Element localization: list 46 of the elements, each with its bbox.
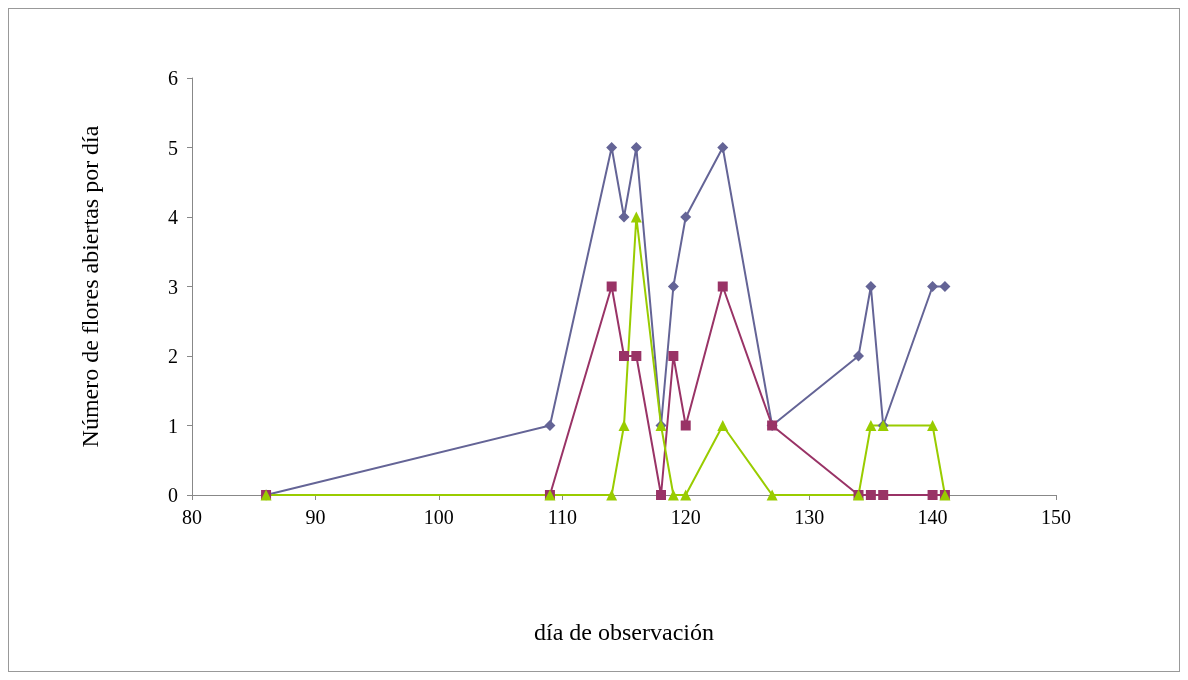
point: [927, 490, 938, 500]
point: [667, 489, 679, 501]
point: [853, 350, 865, 362]
point: [865, 420, 877, 431]
point: [878, 490, 889, 500]
y-tick-label: 4: [168, 206, 178, 228]
point: [939, 281, 951, 292]
x-tick-label: 100: [423, 506, 454, 528]
x-tick-label: 130: [794, 506, 825, 528]
point: [865, 281, 877, 292]
point: [618, 420, 630, 431]
point: [606, 142, 618, 153]
point: [717, 420, 729, 431]
point: [619, 351, 629, 361]
x-tick-label: 150: [1041, 506, 1071, 528]
point: [865, 490, 876, 500]
point: [927, 420, 939, 431]
y-tick-label: 2: [168, 345, 178, 367]
point: [717, 142, 729, 153]
y-tick-label: 1: [168, 414, 178, 437]
point: [631, 351, 642, 361]
point: [680, 420, 691, 431]
point: [606, 489, 618, 501]
y-axis-title: Número de flores abiertas por día: [77, 125, 103, 448]
point: [656, 490, 667, 500]
point: [680, 211, 692, 223]
x-tick-label: 110: [547, 506, 577, 528]
y-tick-label: 0: [168, 484, 178, 506]
y-tick-label: 3: [168, 275, 178, 298]
point: [927, 281, 939, 292]
x-tick-label: 80: [182, 506, 202, 528]
point: [630, 142, 642, 153]
point: [717, 281, 728, 292]
point: [544, 420, 556, 431]
x-tick-label: 140: [917, 506, 948, 528]
x-tick-label: 90: [305, 506, 326, 528]
point: [668, 351, 679, 361]
point: [606, 281, 617, 292]
y-tick-label: 5: [168, 136, 178, 159]
x-axis-title: día de observación: [534, 619, 714, 645]
point: [630, 211, 642, 223]
x-tick-label: 120: [670, 506, 701, 528]
point: [766, 489, 778, 501]
point: [680, 489, 692, 501]
y-tick-label: 6: [168, 67, 178, 89]
point: [667, 281, 679, 292]
